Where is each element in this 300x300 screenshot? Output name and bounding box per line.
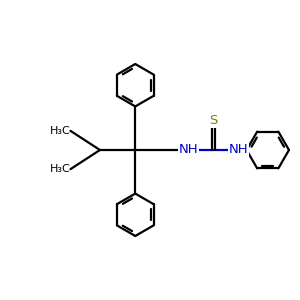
Text: NH: NH bbox=[229, 143, 248, 157]
Text: NH: NH bbox=[178, 143, 198, 157]
Text: S: S bbox=[209, 114, 218, 127]
Text: H₃C: H₃C bbox=[50, 164, 70, 174]
Text: H₃C: H₃C bbox=[50, 126, 70, 136]
